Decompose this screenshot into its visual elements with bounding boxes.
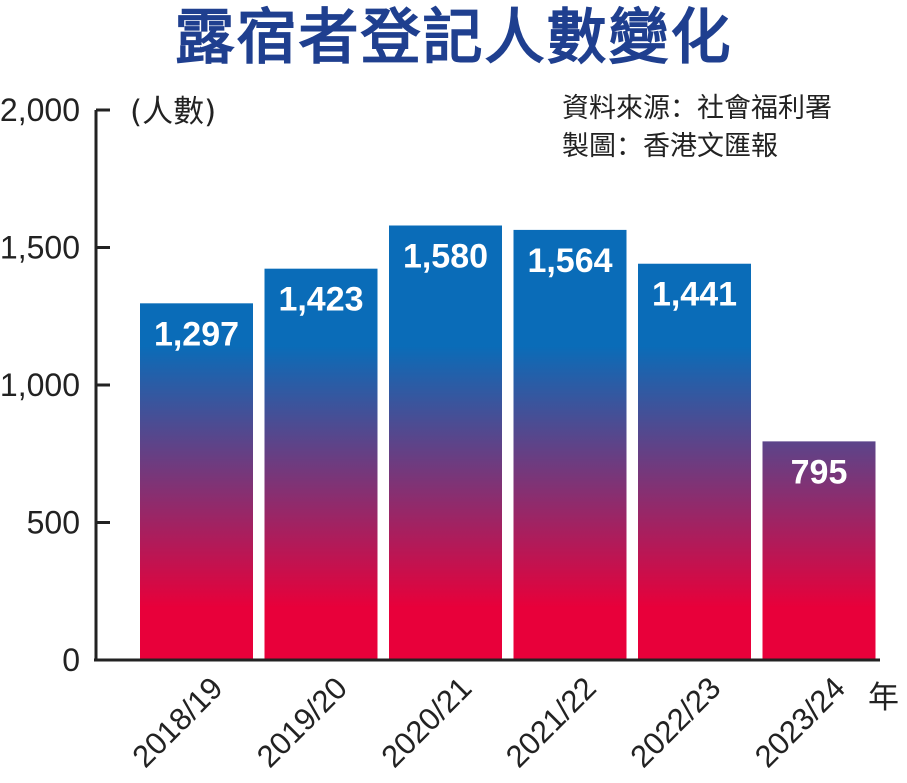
bar-value-label: 795	[791, 453, 848, 491]
bar-value-label: 1,297	[154, 315, 239, 353]
y-tick-label: 1,000	[0, 367, 80, 403]
x-category-label: 2019/20	[250, 670, 354, 774]
x-axis-label: 年	[868, 680, 899, 716]
y-tick-label: 2,000	[0, 92, 80, 128]
bar	[140, 303, 253, 660]
chart-title: 露宿者登記人數變化	[174, 3, 733, 73]
x-axis: 2018/19 2019/20 2020/21 2021/22 2022/23 2023/…	[94, 658, 899, 774]
bar	[762, 441, 876, 660]
x-category-label: 2020/21	[374, 670, 478, 774]
bar	[264, 268, 378, 660]
x-category-label: 2023/24	[748, 670, 852, 774]
y-axis-label: (人數)	[130, 94, 216, 130]
source-block: 資料來源：社會福利署 製圖：香港文匯報	[562, 90, 832, 166]
bar-value-label: 1,580	[403, 238, 488, 276]
bar	[513, 229, 627, 660]
x-category-label: 2021/22	[499, 670, 603, 774]
data-source-note: 資料來源：社會福利署	[562, 93, 832, 124]
bar	[638, 263, 751, 660]
bar-value-label: 1,564	[527, 242, 612, 280]
credit-note: 製圖：香港文匯報	[562, 131, 778, 162]
x-category-label: 2018/19	[125, 670, 229, 774]
bar-value-label: 1,423	[278, 281, 363, 319]
y-tick-label: 500	[27, 505, 80, 541]
bar	[389, 225, 502, 660]
bars: 1,297 1,423 1,580 1,564 1,441 795	[140, 225, 876, 660]
y-axis: 0 500 1,000 1,500 2,000 (人數)	[0, 92, 216, 678]
y-tick-label: 0	[62, 642, 80, 678]
x-category-label: 2022/23	[623, 670, 727, 774]
y-tick-label: 1,500	[0, 230, 80, 266]
bar-value-label: 1,441	[652, 276, 737, 314]
